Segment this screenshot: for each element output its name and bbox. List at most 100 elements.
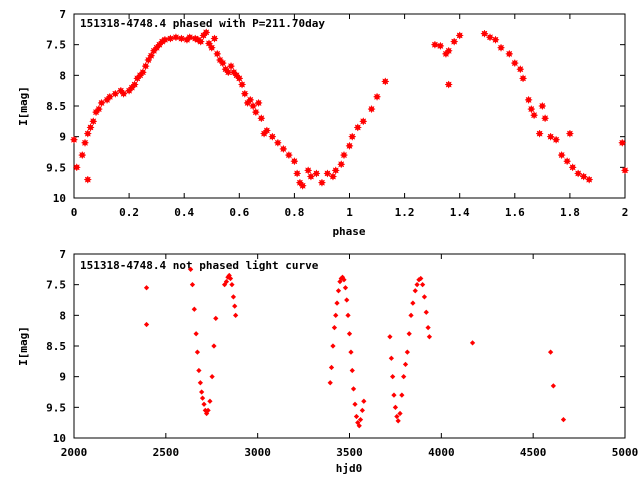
y-tick-label: 8 (59, 69, 66, 82)
data-point (204, 39, 214, 48)
data-point (390, 374, 396, 380)
unphased-light-curve-panel: 151318-4748.4 not phased light curve I[m… (17, 248, 638, 475)
y-axis-label: I[mag] (17, 86, 30, 126)
data-point (518, 74, 528, 83)
data-point (254, 98, 263, 108)
data-point (408, 312, 414, 318)
data-point (201, 401, 207, 407)
data-point (257, 114, 266, 123)
data-point (352, 401, 358, 407)
data-point (423, 309, 429, 315)
x-axis-label: hjd0 (336, 462, 363, 475)
data-point (359, 117, 368, 126)
data-point (469, 340, 476, 346)
data-point (80, 138, 90, 148)
x-tick-label: 0.8 (284, 206, 304, 219)
data-point (392, 404, 399, 410)
data-point (193, 331, 199, 337)
data-point (336, 160, 346, 169)
data-point (348, 349, 354, 355)
data-point (402, 361, 409, 368)
data-point (207, 398, 213, 404)
data-point (273, 138, 283, 148)
data-point (414, 282, 420, 288)
data-point (97, 98, 106, 108)
data-point (143, 285, 150, 291)
data-point (333, 312, 339, 318)
data-point (224, 68, 233, 77)
y-tick-label: 10 (53, 192, 66, 205)
data-point (401, 374, 407, 380)
data-point (485, 33, 495, 42)
data-point (160, 35, 170, 44)
x-tick-label: 1.4 (450, 206, 470, 219)
data-point (387, 334, 393, 340)
data-point (94, 104, 104, 114)
x-tick-label: 4500 (520, 446, 547, 459)
data-point (620, 166, 630, 175)
phased-light-curve-panel: 151318-4748.4 phased with P=211.70day I[… (17, 8, 630, 238)
data-point (444, 80, 453, 89)
data-point (584, 175, 594, 184)
data-point (251, 107, 261, 117)
data-point (284, 150, 294, 160)
x-tick-label: 2 (622, 206, 629, 219)
data-point (334, 300, 340, 306)
data-point (579, 172, 588, 181)
data-point (335, 288, 342, 294)
data-point (312, 169, 321, 178)
data-point (111, 89, 120, 98)
data-point (496, 43, 506, 52)
data-point (449, 37, 459, 46)
data-point (171, 33, 181, 42)
data-point (381, 77, 390, 86)
data-point (339, 150, 349, 160)
data-point (194, 349, 201, 355)
y-tick-label: 9 (59, 371, 66, 384)
x-tick-label: 2500 (153, 446, 180, 459)
data-point (290, 156, 299, 166)
data-point (328, 172, 338, 181)
data-point (199, 389, 205, 395)
data-point (618, 138, 627, 148)
y-axis-label: I[mag] (17, 326, 30, 366)
data-point (317, 178, 327, 187)
x-tick-label: 1 (346, 206, 353, 219)
data-point (394, 413, 400, 420)
data-point (209, 374, 215, 380)
data-point (344, 297, 350, 303)
data-point (166, 34, 175, 43)
data-point (547, 349, 554, 355)
y-tick-label: 7 (59, 8, 66, 21)
y-tick-label: 8 (59, 309, 66, 322)
data-point (213, 315, 219, 322)
data-point (185, 33, 194, 42)
data-point (146, 51, 156, 60)
data-point (573, 169, 583, 178)
data-point (331, 166, 340, 175)
data-point (86, 123, 95, 132)
data-point (105, 92, 115, 102)
data-point (268, 132, 277, 141)
data-point (205, 407, 211, 414)
data-point (421, 294, 428, 300)
data-point (348, 132, 357, 141)
data-point (298, 181, 307, 190)
data-point (546, 132, 555, 141)
data-point (412, 288, 418, 294)
data-point (237, 80, 247, 89)
y-tick-label: 8.5 (46, 100, 66, 113)
data-point (69, 135, 79, 144)
y-tick-label: 9.5 (46, 401, 66, 414)
data-point (345, 141, 354, 151)
data-point (279, 144, 288, 154)
data-point (292, 169, 302, 178)
data-point (199, 395, 206, 401)
data-point (223, 278, 230, 285)
y-tick-label: 7.5 (46, 279, 66, 292)
data-point (83, 175, 93, 184)
data-point (353, 123, 363, 132)
x-tick-label: 2000 (61, 446, 88, 459)
data-point (191, 306, 197, 312)
